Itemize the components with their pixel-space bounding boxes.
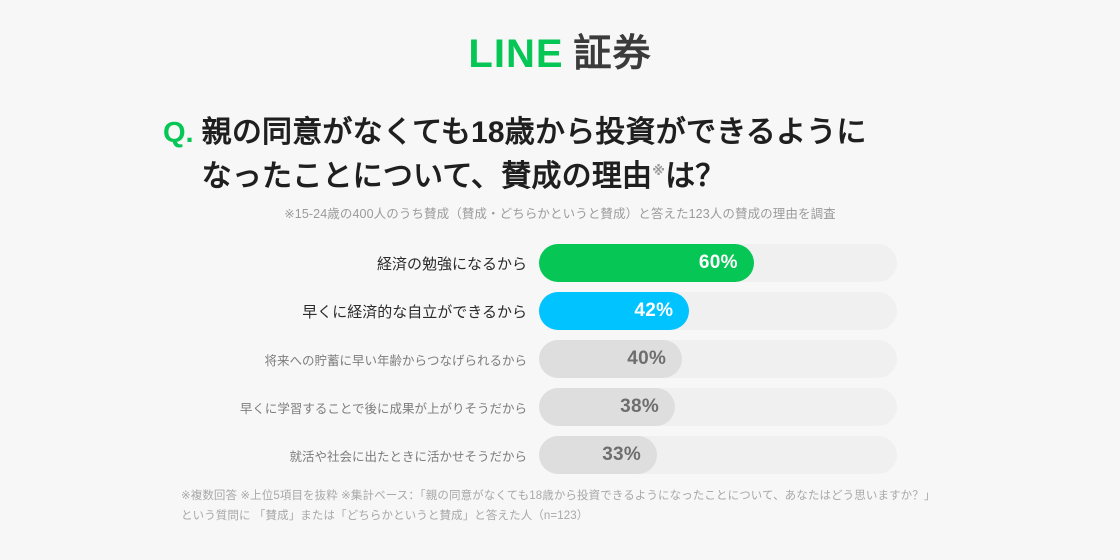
question-heading: Q. 親の同意がなくても18歳から投資ができるように なったことについて、賛成の… [163, 114, 1043, 196]
bar-track: 33% [539, 436, 897, 474]
logo-suffix-text: 証券 [573, 33, 652, 75]
question-text: 親の同意がなくても18歳から投資ができるように なったことについて、賛成の理由※… [202, 114, 867, 196]
bar-category-label: 将来への貯蓄に早い年齢からつなげられるから [264, 353, 527, 368]
brand-logo: LINE 証券 [0, 34, 1120, 74]
bar-fill: 38% [539, 388, 676, 426]
bar-category-label: 早くに経済的な自立ができるから [302, 303, 527, 321]
bar-fill: 40% [539, 340, 683, 378]
bar-value-label: 40% [627, 348, 667, 369]
question-line-1: 親の同意がなくても18歳から投資ができるように [201, 116, 867, 149]
chart-row: 経済の勉強になるから 60% [181, 244, 941, 282]
question-marker: Q. [163, 117, 194, 149]
bar-track: 60% [539, 244, 897, 282]
bar-value-label: 42% [634, 300, 674, 321]
bar-category-label: 経済の勉強になるから [376, 255, 527, 273]
bar-value-label: 60% [698, 252, 738, 273]
survey-base-note: ※15-24歳の400人のうち賛成（賛成・どちらかというと賛成）と答えた123人… [284, 207, 836, 221]
chart-row: 早くに経済的な自立ができるから 42% [181, 292, 941, 330]
bar-track: 42% [539, 292, 897, 330]
chart-row: 就活や社会に出たときに活かせそうだから 33% [181, 436, 941, 474]
bar-category-label: 早くに学習することで後に成果が上がりそうだから [239, 401, 527, 416]
logo-line-text: LINE [468, 32, 564, 76]
chart-row: 将来への貯蓄に早い年齢からつなげられるから 40% [181, 340, 941, 378]
bar-fill: 42% [539, 292, 690, 330]
bar-category-label: 就活や社会に出たときに活かせそうだから [289, 449, 527, 464]
bar-chart: 経済の勉強になるから 60% 早くに経済的な自立ができるから 42% 将来への貯… [181, 244, 941, 474]
bar-fill: 33% [539, 436, 658, 474]
bar-fill: 60% [539, 244, 754, 282]
chart-row: 早くに学習することで後に成果が上がりそうだから 38% [181, 388, 941, 426]
chart-footnote: ※複数回答 ※上位5項目を抜粋 ※集計ベース：「親の同意がなくても18歳から投資… [181, 490, 936, 522]
bar-track: 40% [539, 340, 897, 378]
question-line-2-tail: は？ [665, 160, 726, 193]
bar-value-label: 33% [602, 444, 642, 465]
question-line-2: なったことについて、賛成の理由 [201, 160, 653, 193]
bar-value-label: 38% [620, 396, 660, 417]
question-superscript-mark: ※ [652, 163, 666, 178]
bar-track: 38% [539, 388, 897, 426]
